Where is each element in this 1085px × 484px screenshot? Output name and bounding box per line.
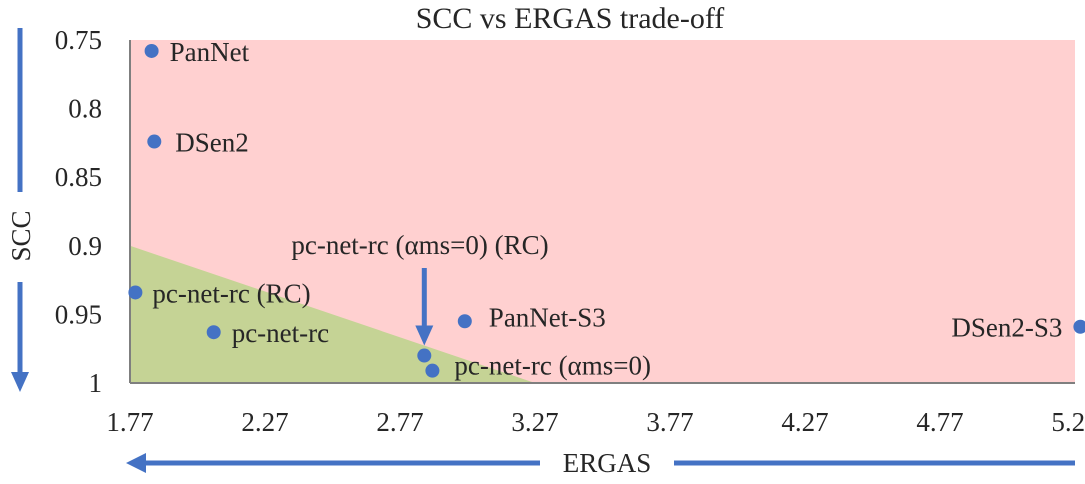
annotation-label: pc-net-rc (αms=0) (RC) (291, 230, 548, 260)
x-tick-label: 1.77 (106, 407, 153, 437)
y-axis-title: SCC (6, 210, 36, 261)
data-points (128, 43, 1085, 378)
x-tick-label: 2.27 (241, 407, 288, 437)
y-tick-label: 0.8 (68, 94, 102, 124)
chart-title: SCC vs ERGAS trade-off (416, 2, 725, 35)
point-label: pc-net-rc (RC) (152, 278, 310, 308)
x-arrow-head (126, 453, 146, 473)
data-point (128, 285, 143, 300)
data-point (457, 314, 472, 329)
point-label: pc-net-rc (232, 318, 329, 348)
data-point (425, 363, 440, 378)
preferred-region (130, 245, 535, 383)
point-label: DSen2-S3 (951, 313, 1062, 343)
data-point (417, 348, 432, 363)
point-label: PanNet (170, 37, 250, 67)
x-tick-label: 3.77 (646, 407, 693, 437)
y-arrow-head (11, 372, 29, 392)
y-tick-label: 0.95 (55, 299, 102, 329)
data-point (144, 43, 159, 58)
x-tick-label: 4.27 (781, 407, 828, 437)
data-point (1073, 319, 1085, 334)
x-tick-label: 5.27 (1051, 407, 1085, 437)
x-tick-label: 2.77 (376, 407, 423, 437)
data-point (147, 134, 162, 149)
y-tick-label: 0.9 (68, 231, 102, 261)
point-labels: PanNet DSen2 pc-net-rc (RC) pc-net-rc pc-net… (152, 37, 1062, 381)
x-tick-labels: 1.77 2.27 2.77 3.27 3.77 4.27 4.77 5.27 (106, 407, 1085, 437)
point-label: PanNet-S3 (489, 302, 606, 332)
annotation-arrow-head (415, 325, 434, 346)
point-label: DSen2 (175, 128, 249, 158)
y-tick-labels: 0.75 0.8 0.85 0.9 0.95 1 (55, 25, 102, 398)
y-tick-label: 0.75 (55, 25, 102, 55)
data-point (206, 325, 221, 340)
point-label: pc-net-rc (αms=0) (454, 351, 651, 381)
x-axis-title: ERGAS (563, 448, 652, 478)
x-tick-label: 3.27 (511, 407, 558, 437)
x-tick-label: 4.77 (916, 407, 963, 437)
y-tick-label: 0.85 (55, 162, 102, 192)
y-tick-label: 1 (89, 368, 103, 398)
